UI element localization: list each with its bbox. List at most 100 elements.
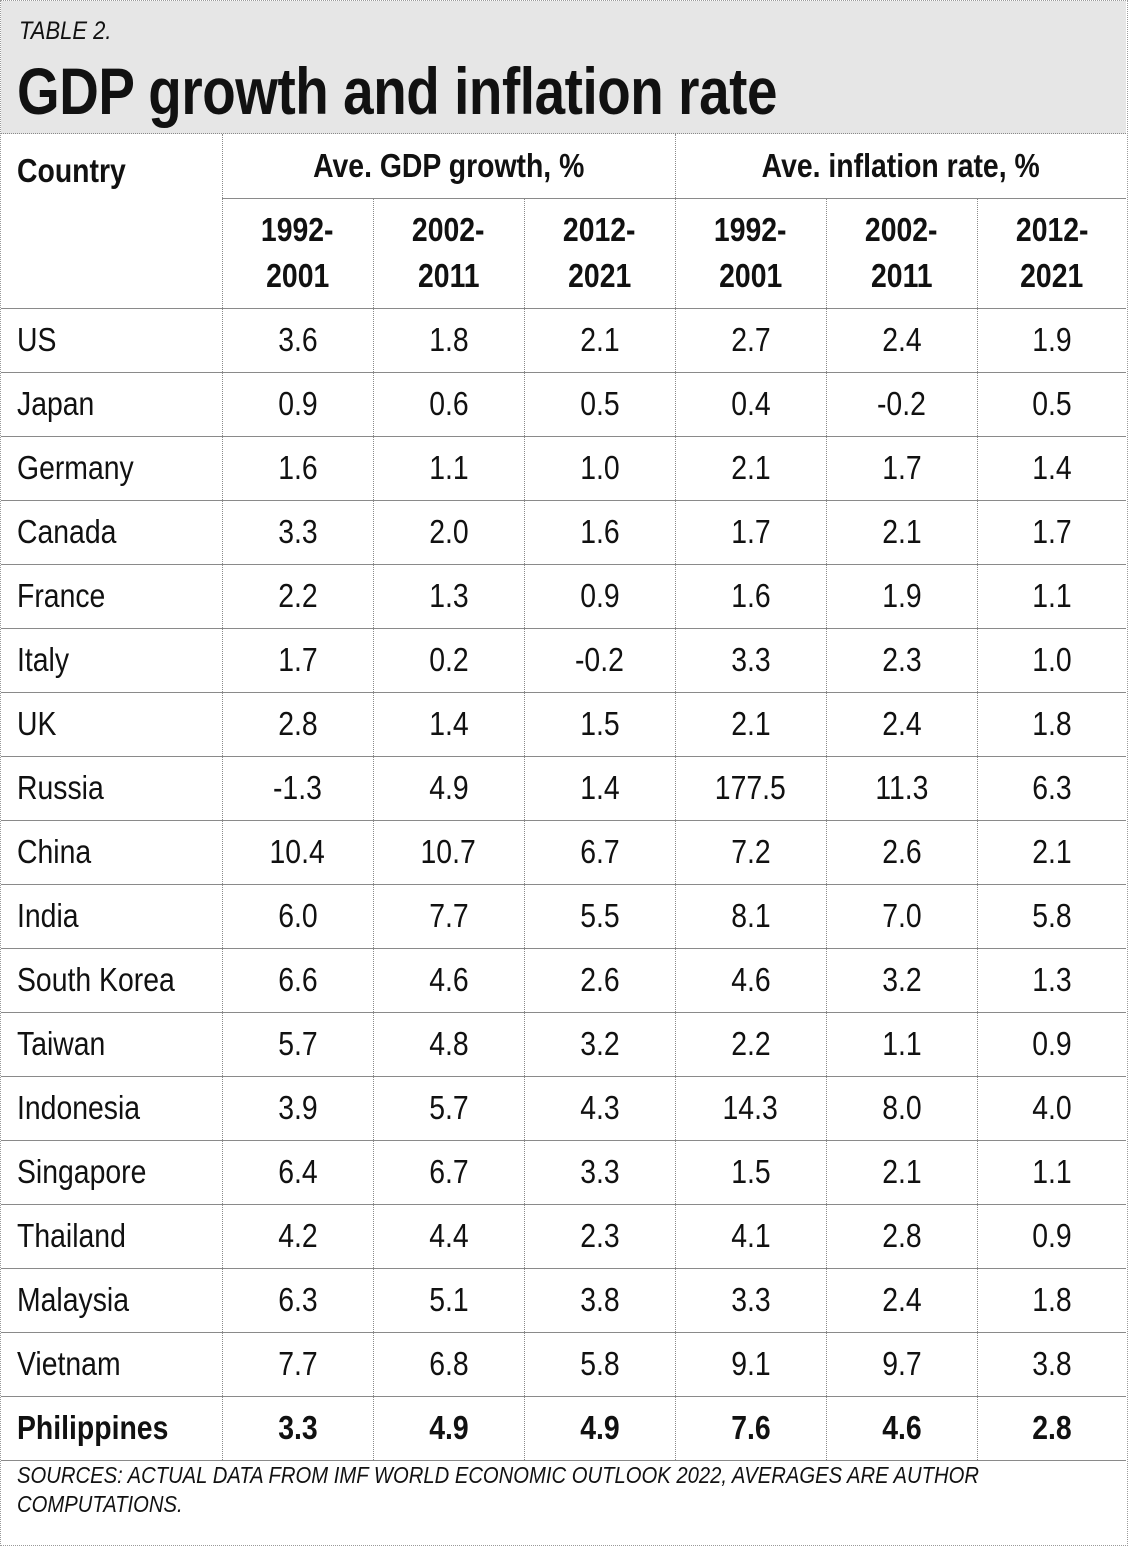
inflation-value-cell: 177.5 [674,755,827,821]
gdp-value-cell: 6.6 [221,947,373,1013]
inflation-value-cell: 7.0 [825,883,978,949]
table-row: India 6.0 7.7 5.5 8.1 7.0 5.8 [1,883,1127,949]
gdp-value-cell: 2.8 [221,691,373,757]
country-cell: Germany [1,435,222,501]
inflation-period-header: 2002- 2011 [825,197,978,309]
country-column-header: Country [1,134,222,309]
inflation-value-cell: 4.6 [674,947,827,1013]
table-row: US 3.6 1.8 2.1 2.7 2.4 1.9 [1,307,1127,373]
gdp-period-header: 2012- 2021 [523,197,676,309]
country-cell: UK [1,691,222,757]
gdp-value-cell: 4.2 [221,1203,373,1269]
country-cell: Thailand [1,1203,222,1269]
table-row: UK 2.8 1.4 1.5 2.1 2.4 1.8 [1,691,1127,757]
inflation-value-cell: 3.3 [674,1267,827,1333]
table-row: China 10.4 10.7 6.7 7.2 2.6 2.1 [1,819,1127,885]
inflation-value-cell: 1.4 [976,435,1127,501]
gdp-value-cell: 0.9 [523,563,676,629]
inflation-value-cell: 1.9 [976,307,1127,373]
inflation-group-header: Ave. inflation rate, % [674,134,1127,199]
gdp-value-cell: 1.8 [372,307,524,373]
inflation-value-cell: 8.0 [825,1075,978,1141]
inflation-value-cell: 2.2 [674,1011,827,1077]
table-row: Taiwan 5.7 4.8 3.2 2.2 1.1 0.9 [1,1011,1127,1077]
table-row: Indonesia 3.9 5.7 4.3 14.3 8.0 4.0 [1,1075,1127,1141]
inflation-value-cell: 4.1 [674,1203,827,1269]
gdp-value-cell: 1.4 [523,755,676,821]
country-cell: France [1,563,222,629]
gdp-value-cell: 6.3 [221,1267,373,1333]
gdp-value-cell: 1.7 [221,627,373,693]
gdp-value-cell: 4.4 [372,1203,524,1269]
inflation-value-cell: 3.3 [674,627,827,693]
gdp-value-cell: 7.7 [221,1331,373,1397]
country-cell: Russia [1,755,222,821]
inflation-value-cell: 9.7 [825,1331,978,1397]
inflation-value-cell: 1.8 [976,691,1127,757]
inflation-value-cell: -0.2 [825,371,978,437]
inflation-value-cell: 2.8 [825,1203,978,1269]
table-row: Vietnam 7.7 6.8 5.8 9.1 9.7 3.8 [1,1331,1127,1397]
table-row: Japan 0.9 0.6 0.5 0.4 -0.2 0.5 [1,371,1127,437]
inflation-value-cell: 8.1 [674,883,827,949]
country-cell: Taiwan [1,1011,222,1077]
inflation-value-cell: 1.9 [825,563,978,629]
inflation-value-cell: 2.1 [825,1139,978,1205]
country-cell: Indonesia [1,1075,222,1141]
inflation-value-cell: 5.8 [976,883,1127,949]
gdp-value-cell: 0.6 [372,371,524,437]
table-kicker: TABLE 2. [19,17,112,45]
inflation-value-cell: 4.0 [976,1075,1127,1141]
country-cell: China [1,819,222,885]
table-row: Canada 3.3 2.0 1.6 1.7 2.1 1.7 [1,499,1127,565]
gdp-value-cell: 2.3 [523,1203,676,1269]
gdp-value-cell: 4.9 [372,1395,524,1461]
sources-note: SOURCES: ACTUAL DATA FROM IMF WORLD ECON… [17,1462,979,1517]
table-row: Malaysia 6.3 5.1 3.8 3.3 2.4 1.8 [1,1267,1127,1333]
gdp-value-cell: 3.6 [221,307,373,373]
gdp-value-cell: 4.6 [372,947,524,1013]
gdp-value-cell: 6.4 [221,1139,373,1205]
header-row-groups: Country Ave. GDP growth, % Ave. inflatio… [1,134,1127,309]
country-cell: India [1,883,222,949]
inflation-period-header: 2012- 2021 [976,197,1127,309]
gdp-value-cell: 2.2 [221,563,373,629]
gdp-value-cell: 6.7 [372,1139,524,1205]
gdp-value-cell: 6.0 [221,883,373,949]
inflation-value-cell: 1.7 [976,499,1127,565]
header-row-periods: 1992- 2001 2002- 2011 2012- 2021 1992- 2001 … [1,197,1127,309]
country-cell: Malaysia [1,1267,222,1333]
gdp-period-header: 1992- 2001 [221,197,373,309]
gdp-group-header: Ave. GDP growth, % [221,134,676,199]
gdp-value-cell: 1.3 [372,563,524,629]
inflation-value-cell: 2.4 [825,307,978,373]
gdp-value-cell: 1.6 [221,435,373,501]
gdp-value-cell: -1.3 [221,755,373,821]
table-row: Russia -1.3 4.9 1.4 177.5 11.3 6.3 [1,755,1127,821]
gdp-value-cell: 1.1 [372,435,524,501]
gdp-value-cell: 4.8 [372,1011,524,1077]
gdp-value-cell: 4.9 [523,1395,676,1461]
gdp-value-cell: 10.4 [221,819,373,885]
inflation-value-cell: 2.4 [825,1267,978,1333]
gdp-value-cell: 5.1 [372,1267,524,1333]
gdp-value-cell: 0.2 [372,627,524,693]
inflation-value-cell: 2.8 [976,1395,1127,1461]
inflation-value-cell: 2.6 [825,819,978,885]
table-body: US 3.6 1.8 2.1 2.7 2.4 1.9 Japan 0.9 0.6 0.5 0.4 -0.… [1,307,1127,1461]
inflation-value-cell: 2.1 [825,499,978,565]
country-cell: Italy [1,627,222,693]
inflation-value-cell: 2.4 [825,691,978,757]
country-cell: Philippines [1,1395,222,1461]
inflation-value-cell: 1.1 [976,563,1127,629]
inflation-value-cell: 7.6 [674,1395,827,1461]
inflation-value-cell: 1.1 [976,1139,1127,1205]
gdp-value-cell: 4.9 [372,755,524,821]
gdp-value-cell: 5.7 [372,1075,524,1141]
inflation-value-cell: 14.3 [674,1075,827,1141]
inflation-value-cell: 7.2 [674,819,827,885]
inflation-value-cell: 0.4 [674,371,827,437]
inflation-value-cell: 1.0 [976,627,1127,693]
data-table: Country Ave. GDP growth, % Ave. inflatio… [1,134,1127,1461]
gdp-value-cell: 1.4 [372,691,524,757]
